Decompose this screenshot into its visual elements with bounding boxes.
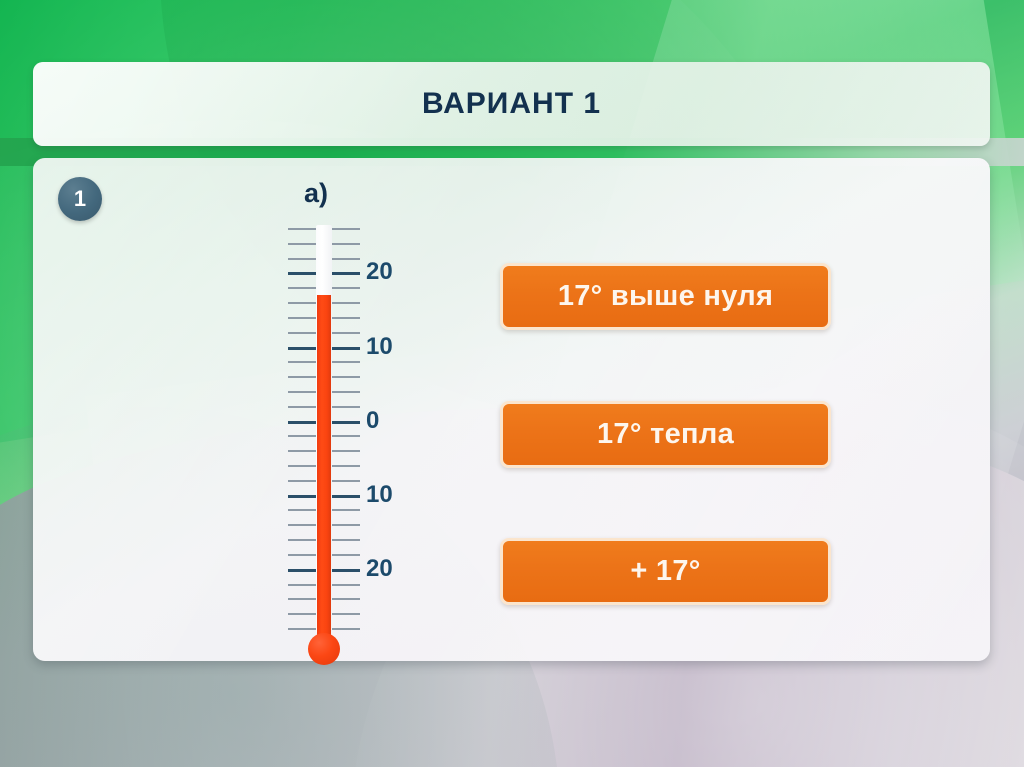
scale-label: 0 <box>366 406 380 434</box>
task-number-badge: 1 <box>58 177 102 221</box>
answer-option-3[interactable]: + 17° <box>500 538 831 605</box>
page-title: ВАРИАНТ 1 <box>421 87 602 120</box>
scale-label: 20 <box>366 554 393 582</box>
subtask-label: а) <box>304 178 329 208</box>
thermometer-bulb <box>308 633 340 665</box>
answer-option-1[interactable]: 17° выше нуля <box>500 263 831 330</box>
scale-label: 10 <box>366 332 393 360</box>
answer-option-3-label: + 17° <box>630 555 701 587</box>
thermometer-mercury-column <box>317 294 331 646</box>
thermometer-graphic: 20 10 0 10 20 <box>288 225 408 665</box>
task-number-label: 1 <box>73 186 87 211</box>
scale-label: 10 <box>366 480 393 508</box>
answer-option-2[interactable]: 17° тепла <box>500 401 831 468</box>
title-panel: ВАРИАНТ 1 <box>33 62 990 146</box>
scale-label: 20 <box>366 258 393 286</box>
answer-option-1-label: 17° выше нуля <box>557 280 774 312</box>
answer-option-2-label: 17° тепла <box>596 418 734 450</box>
